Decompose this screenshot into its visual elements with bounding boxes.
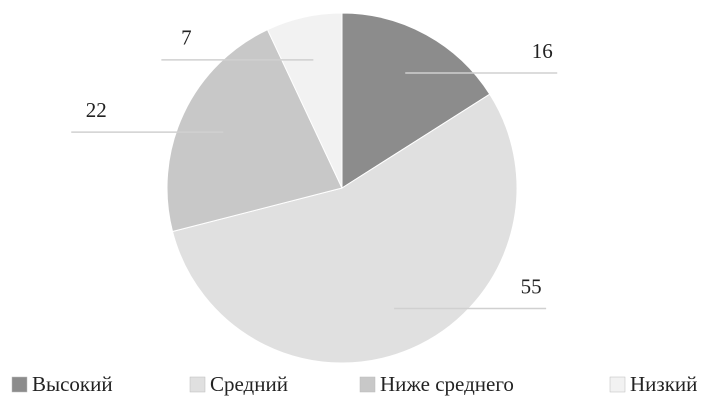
data-label: 7 [181,26,192,50]
legend-swatch [609,376,626,393]
data-label: 55 [521,274,542,298]
data-label: 16 [532,39,553,63]
legend-label: Ниже среднего [380,372,514,396]
pie-slice [266,12,343,189]
legend-swatch [189,376,206,393]
legend-swatch [11,376,28,393]
pie-slice [166,28,343,233]
legend-label: Средний [210,372,288,396]
legend-label: Низкий [630,372,697,396]
pie-slice [171,93,518,364]
data-label: 22 [86,98,107,122]
legend-swatch [359,376,376,393]
pie-slice [341,12,491,189]
legend-label: Высокий [32,372,113,396]
